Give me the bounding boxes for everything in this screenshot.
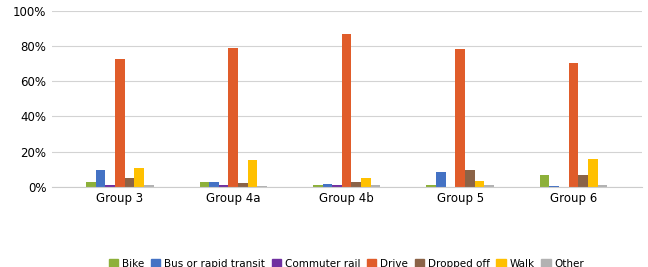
Bar [474, 181, 484, 187]
Bar [332, 185, 342, 187]
Bar [484, 185, 494, 187]
Bar [456, 49, 465, 187]
Bar [426, 185, 436, 187]
Bar [200, 182, 209, 187]
Bar [540, 175, 550, 187]
Bar [578, 175, 588, 187]
Bar [323, 184, 332, 187]
Bar [569, 63, 578, 187]
Bar [436, 172, 446, 187]
Bar [597, 185, 607, 187]
Bar [342, 34, 351, 187]
Bar [96, 170, 106, 187]
Bar [371, 185, 380, 187]
Bar [238, 183, 248, 187]
Bar [134, 168, 144, 187]
Bar [86, 183, 96, 187]
Bar [106, 185, 115, 187]
Legend: Bike, Bus or rapid transit, Commuter rail, Drive, Dropped off, Walk, Other: Bike, Bus or rapid transit, Commuter rai… [109, 259, 584, 267]
Bar [313, 185, 323, 187]
Bar [124, 178, 134, 187]
Bar [115, 59, 124, 187]
Bar [209, 183, 219, 187]
Bar [229, 48, 238, 187]
Bar [361, 178, 371, 187]
Bar [588, 159, 597, 187]
Bar [351, 182, 361, 187]
Bar [144, 185, 154, 187]
Bar [465, 170, 474, 187]
Bar [248, 160, 257, 187]
Bar [219, 185, 229, 187]
Bar [550, 186, 559, 187]
Bar [257, 186, 267, 187]
